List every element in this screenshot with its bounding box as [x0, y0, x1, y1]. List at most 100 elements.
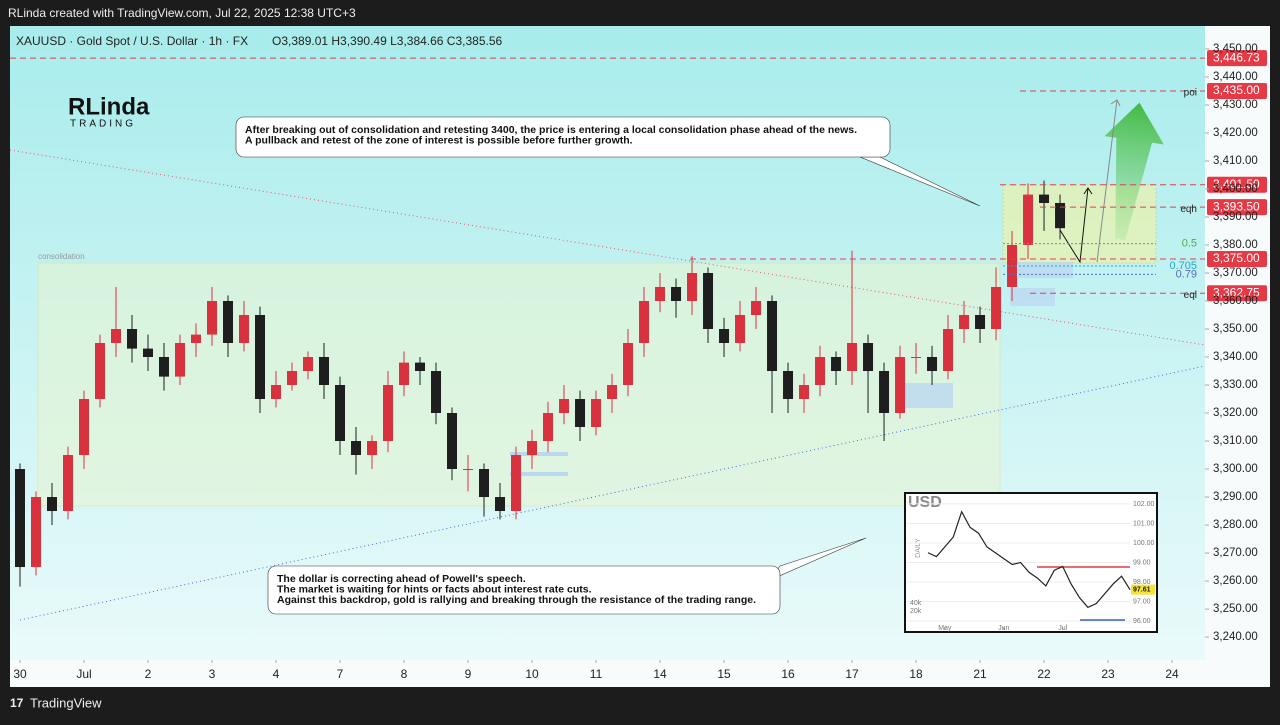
- fib-label: 0.705: [1169, 260, 1197, 272]
- y-tick-label: 3,330.00: [1213, 379, 1258, 391]
- x-tick-label: 22: [1037, 667, 1051, 681]
- candle-body: [751, 300, 762, 315]
- order-block: [510, 472, 568, 476]
- x-tick-label: 24: [1165, 667, 1179, 681]
- candle-body: [671, 286, 682, 301]
- candle-body: [991, 286, 1002, 329]
- candle-body: [63, 455, 74, 512]
- x-tick-label: 14: [653, 667, 667, 681]
- candle-body: [911, 357, 922, 359]
- candle-body: [175, 343, 186, 377]
- path-arrow: [1096, 99, 1118, 263]
- inset-y-label: 97.00: [1133, 598, 1151, 605]
- y-tick-label: 3,310.00: [1213, 435, 1258, 447]
- callout-text: Against this backdrop, gold is rallying …: [277, 594, 756, 606]
- candle-body: [655, 286, 666, 301]
- candle-body: [303, 357, 314, 372]
- y-tick-label: 3,350.00: [1213, 323, 1258, 335]
- level-tag: [1207, 50, 1267, 67]
- candle-body: [799, 385, 810, 400]
- candle-body: [735, 314, 746, 343]
- arrow-head: [1083, 187, 1093, 195]
- x-tick-label: 3: [209, 667, 216, 681]
- candle-body: [367, 441, 378, 456]
- candle-body: [847, 343, 858, 372]
- y-tick-label: 3,420.00: [1213, 127, 1258, 139]
- x-tick-label: 23: [1101, 667, 1115, 681]
- level-note: eql: [1184, 290, 1197, 301]
- growth-arrow: [1104, 102, 1164, 241]
- candle-body: [255, 314, 266, 400]
- candle-body: [143, 348, 154, 358]
- zone-label: consolidation: [38, 252, 85, 261]
- y-tick-label: 3,430.00: [1213, 99, 1258, 111]
- candle-body: [127, 328, 138, 349]
- order-block: [1010, 288, 1055, 306]
- y-tick-label: 3,440.00: [1213, 71, 1258, 83]
- candle-body: [975, 314, 986, 329]
- x-tick-label: 2: [145, 667, 152, 681]
- inset-y-label: 98.00: [1133, 579, 1151, 586]
- inset-last-tag: [1131, 584, 1155, 595]
- y-tick-label: 3,300.00: [1213, 463, 1258, 475]
- credit: RLinda created with TradingView.com, Jul…: [8, 6, 356, 20]
- candle-body: [623, 343, 634, 386]
- logo-sub: TRADING: [70, 119, 136, 130]
- inset-x-label: Jun: [998, 625, 1009, 632]
- candle-body: [639, 300, 650, 343]
- candle-body: [511, 455, 522, 512]
- candle-body: [79, 399, 90, 456]
- y-tick-label: 3,380.00: [1213, 239, 1258, 251]
- x-tick-label: 10: [525, 667, 539, 681]
- candle-body: [895, 357, 906, 414]
- inset-title: USD: [908, 494, 942, 511]
- candle-body: [767, 300, 778, 372]
- y-tick-label: 3,260.00: [1213, 575, 1258, 587]
- inset-y-label: 102.00: [1133, 501, 1155, 508]
- candle-body: [111, 328, 122, 343]
- candle-body: [607, 385, 618, 400]
- candle-body: [879, 371, 890, 414]
- candle-body: [495, 497, 506, 512]
- price-axis: [1205, 26, 1270, 687]
- fib-label: 0.79: [1176, 268, 1197, 280]
- candle-body: [543, 413, 554, 442]
- x-tick-label: 16: [781, 667, 795, 681]
- candle-body: [95, 343, 106, 400]
- candle-body: [831, 357, 842, 372]
- candle-body: [31, 497, 42, 568]
- x-tick-label: 17: [845, 667, 859, 681]
- y-tick-label: 3,340.00: [1213, 351, 1258, 363]
- candle-body: [943, 328, 954, 372]
- x-tick-label: 30: [13, 667, 27, 681]
- bottom-bar: [0, 687, 1280, 720]
- candle-body: [319, 357, 330, 386]
- candle-body: [47, 497, 58, 512]
- candle-body: [959, 314, 970, 329]
- y-tick-label: 3,320.00: [1213, 407, 1258, 419]
- inset-y-label: 96.00: [1133, 618, 1151, 625]
- level-label: 3,362.75: [1213, 285, 1260, 299]
- candle-body: [287, 371, 298, 386]
- inset-volume-label: 40k: [910, 600, 922, 607]
- candle-body: [335, 385, 346, 442]
- level-tag: [1207, 82, 1267, 99]
- inset-y-label: 99.00: [1133, 559, 1151, 566]
- y-tick-label: 3,360.00: [1213, 295, 1258, 307]
- y-tick-label: 3,390.00: [1213, 211, 1258, 223]
- brand-icon: 17: [10, 696, 24, 710]
- candle-body: [415, 362, 426, 372]
- x-tick-label: 21: [973, 667, 987, 681]
- candle-body: [463, 469, 474, 471]
- candle-body: [1023, 194, 1034, 245]
- candle-body: [207, 300, 218, 335]
- candle-body: [783, 371, 794, 400]
- candle-body: [431, 371, 442, 414]
- candle-body: [1039, 194, 1050, 203]
- inset-side: DAILY: [915, 538, 922, 558]
- candle-body: [479, 469, 490, 498]
- inset-y-label: 100.00: [1133, 540, 1155, 547]
- x-tick-label: 15: [717, 667, 731, 681]
